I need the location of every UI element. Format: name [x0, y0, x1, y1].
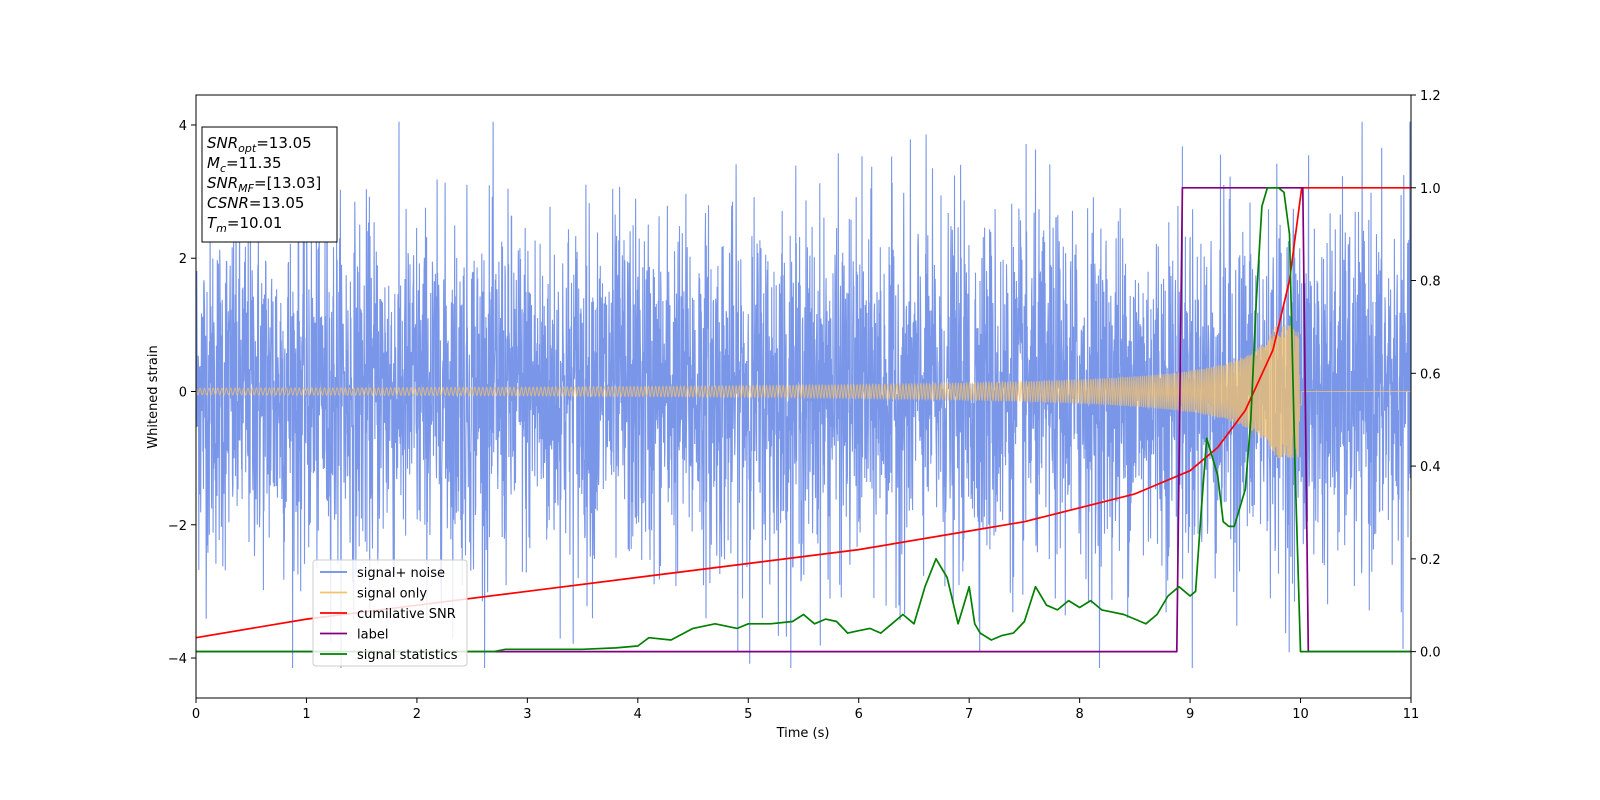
- annotation-box: SNRopt=13.05Mc=11.35SNRMF=[13.03]CSNR=13…: [201, 126, 338, 243]
- x-tick-label: 10: [1292, 707, 1309, 722]
- x-axis: 0 1 2 3 4 5 6 7 8 9 10 11: [192, 698, 1419, 722]
- y-tick-label: 2: [179, 252, 187, 267]
- y2-tick-label: 0.0: [1420, 646, 1441, 661]
- series-cumilative-snr-line: [195, 186, 1411, 639]
- annotation-line: SNRMF=[13.03]: [207, 174, 321, 195]
- y-axis-right: 0.0 0.2 0.4 0.6 0.8 1.0 1.2: [1411, 89, 1441, 661]
- series-signal-noise-line: [195, 121, 1412, 669]
- x-tick-label: 0: [192, 707, 200, 722]
- series-signal-only-line: [195, 324, 1411, 459]
- x-tick-label: 3: [523, 707, 531, 722]
- x-tick-label: 2: [413, 707, 421, 722]
- legend: signal+ noise signal only cumilative SNR la…: [312, 559, 468, 667]
- x-tick-label: 8: [1075, 707, 1083, 722]
- legend-label-label: label: [357, 628, 388, 643]
- y2-tick-label: 0.2: [1420, 553, 1441, 568]
- legend-signal-only-label: signal only: [357, 587, 427, 602]
- y2-tick-label: 0.4: [1420, 460, 1441, 475]
- y-tick-label: −2: [168, 519, 187, 534]
- x-tick-label: 11: [1403, 707, 1420, 722]
- x-axis-label: Time (s): [776, 726, 830, 741]
- legend-cumilative-snr-label: cumilative SNR: [357, 607, 456, 622]
- y-axis-label: Whitened strain: [146, 345, 161, 448]
- plot-frame: [195, 94, 1412, 699]
- x-tick-label: 9: [1186, 707, 1194, 722]
- y2-tick-label: 1.2: [1420, 89, 1441, 104]
- annotation-line: CSNR=13.05: [207, 194, 304, 212]
- y-tick-label: −4: [168, 652, 187, 667]
- x-tick-label: 4: [634, 707, 642, 722]
- legend-signal-statistics-label: signal statistics: [357, 648, 458, 663]
- plot-area: [195, 121, 1412, 669]
- y-tick-label: 0: [179, 386, 187, 401]
- x-tick-label: 7: [965, 707, 973, 722]
- y2-tick-label: 0.6: [1420, 367, 1441, 382]
- x-tick-label: 1: [302, 707, 310, 722]
- legend-signal-noise-label: signal+ noise: [357, 566, 445, 581]
- y-axis-left: −4 −2 0 2 4: [168, 119, 196, 667]
- y2-tick-label: 1.0: [1420, 182, 1441, 197]
- annotation-line: Mc=11.35: [207, 154, 282, 175]
- y2-tick-label: 0.8: [1420, 275, 1441, 290]
- y-tick-label: 4: [179, 119, 187, 134]
- annotation-line: SNRopt=13.05: [207, 134, 312, 155]
- x-tick-label: 5: [744, 707, 752, 722]
- x-tick-label: 6: [855, 707, 863, 722]
- series-signal-statistics-line: [196, 186, 1411, 653]
- annotation-line: Tm=10.01: [207, 214, 282, 235]
